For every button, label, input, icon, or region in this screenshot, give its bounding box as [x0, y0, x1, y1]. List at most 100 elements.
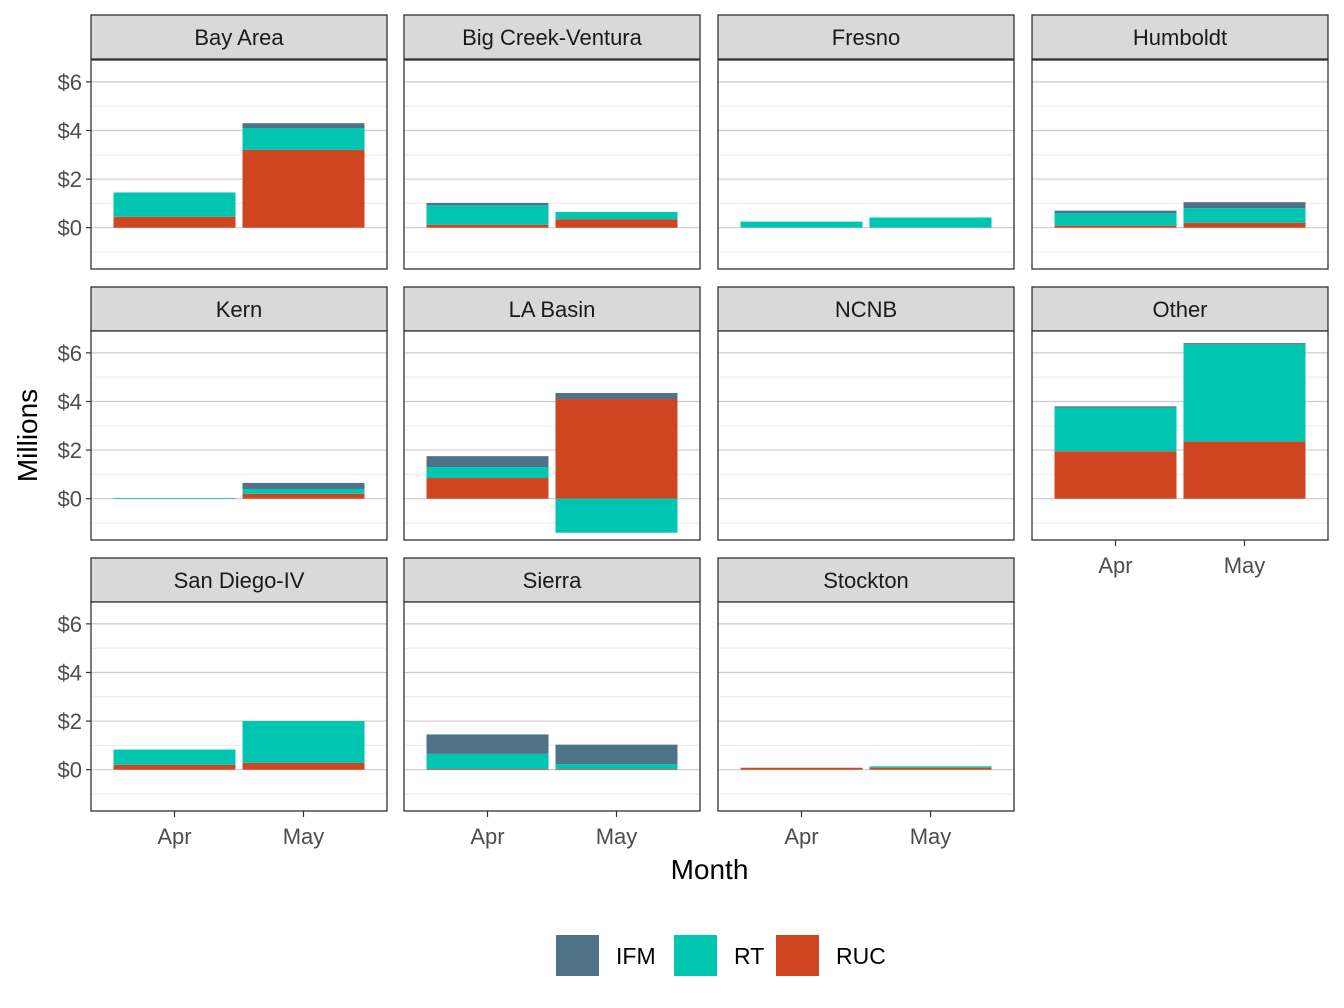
y-tick-label: $4 — [58, 660, 82, 685]
facet-strip-humboldt — [1031, 14, 1329, 60]
bar-san-diego-iv-may-rt — [242, 721, 365, 763]
facet-title-humboldt: Humboldt — [1133, 25, 1227, 50]
legend-label-rt: RT — [734, 943, 764, 969]
bar-san-diego-iv-may-ruc — [242, 762, 365, 770]
x-tick-label: Apr — [784, 824, 818, 849]
panel-border-humboldt — [1031, 59, 1329, 270]
bar-sierra-apr-ifm — [426, 734, 549, 754]
facet-title-other: Other — [1152, 297, 1207, 322]
facet-title-big-creek-ventura: Big Creek-Ventura — [462, 25, 643, 50]
facet-title-bay-area: Bay Area — [194, 25, 284, 50]
bar-bay-area-apr-rt — [113, 192, 236, 217]
x-axis-title: Month — [671, 854, 749, 885]
panel-background-sierra — [404, 602, 700, 811]
bar-other-apr-ifm — [1054, 406, 1177, 408]
panel-border-stockton — [717, 601, 1015, 812]
y-tick-label: $2 — [58, 709, 82, 734]
bar-stockton-may-ruc — [869, 767, 992, 770]
bar-big-creek-ventura-apr-ifm — [426, 202, 549, 206]
facet-title-ncnb: NCNB — [835, 297, 897, 322]
facet-title-la-basin: LA Basin — [509, 297, 596, 322]
x-tick-label: Apr — [157, 824, 191, 849]
facet-title-sierra: Sierra — [523, 568, 582, 593]
legend-label-ifm: IFM — [616, 943, 656, 969]
bar-big-creek-ventura-may-ruc — [555, 219, 678, 228]
panel-border-other — [1031, 330, 1329, 541]
y-tick-label: $0 — [58, 216, 82, 241]
panel-border-fresno — [717, 59, 1015, 270]
bar-other-may-ifm — [1183, 343, 1306, 345]
panel-border-san-diego-iv — [90, 601, 388, 812]
bar-humboldt-may-ruc — [1183, 222, 1306, 228]
bar-fresno-apr-rt — [740, 221, 863, 228]
facet-strip-big-creek-ventura — [403, 14, 701, 60]
bar-bay-area-apr-ruc — [113, 216, 236, 228]
x-tick-label: Apr — [470, 824, 504, 849]
facet-title-san-diego-iv: San Diego-IV — [174, 568, 305, 593]
bar-humboldt-apr-ruc — [1054, 225, 1177, 228]
panel-background-san-diego-iv — [91, 602, 387, 811]
bar-other-may-rt — [1183, 344, 1306, 442]
facet-title-stockton: Stockton — [823, 568, 909, 593]
bar-bay-area-may-rt — [242, 128, 365, 150]
panel-border-ncnb — [717, 330, 1015, 541]
x-tick-label: May — [1224, 553, 1266, 578]
y-tick-label: $0 — [58, 487, 82, 512]
bar-fresno-may-rt — [869, 217, 992, 228]
x-tick-label: May — [596, 824, 638, 849]
bar-bay-area-may-ruc — [242, 149, 365, 228]
x-tick-label: May — [910, 824, 952, 849]
y-tick-label: $6 — [58, 612, 82, 637]
facet-strip-ncnb — [717, 286, 1015, 332]
bar-kern-apr-rt — [113, 497, 236, 499]
bar-other-apr-ruc — [1054, 451, 1177, 499]
x-tick-label: Apr — [1098, 553, 1132, 578]
legend-label-ruc: RUC — [836, 943, 886, 969]
panel-background-kern — [91, 331, 387, 540]
panel-background-big-creek-ventura — [404, 60, 700, 269]
bar-kern-may-ruc — [242, 493, 365, 499]
bar-humboldt-apr-rt — [1054, 213, 1177, 226]
bar-bay-area-may-ifm — [242, 123, 365, 129]
bar-sierra-may-ruc — [555, 768, 678, 770]
x-tick-label: May — [283, 824, 325, 849]
panel-border-la-basin — [403, 330, 701, 541]
y-tick-label: $4 — [58, 118, 82, 143]
panel-background-stockton — [718, 602, 1014, 811]
legend-key-rt — [674, 935, 717, 976]
bar-big-creek-ventura-may-rt — [555, 211, 678, 220]
bar-stockton-apr-ruc — [740, 767, 863, 770]
panel-background-fresno — [718, 60, 1014, 269]
legend-key-ifm — [556, 935, 599, 976]
y-tick-label: $0 — [58, 758, 82, 783]
bar-sierra-may-ifm — [555, 744, 678, 765]
bar-la-basin-may-ruc — [555, 399, 678, 499]
bar-la-basin-may-rt — [555, 498, 678, 533]
bar-other-apr-rt — [1054, 407, 1177, 452]
panel-border-big-creek-ventura — [403, 59, 701, 270]
bar-humboldt-may-rt — [1183, 208, 1306, 223]
bar-san-diego-iv-apr-rt — [113, 749, 236, 765]
facet-strip-fresno — [717, 14, 1015, 60]
y-tick-label: $2 — [58, 167, 82, 192]
bar-la-basin-apr-ruc — [426, 478, 549, 499]
bar-la-basin-may-ifm — [555, 392, 678, 400]
bar-la-basin-apr-ifm — [426, 456, 549, 468]
bar-humboldt-may-ifm — [1183, 202, 1306, 209]
y-tick-label: $2 — [58, 438, 82, 463]
bar-kern-may-ifm — [242, 482, 365, 489]
bar-sierra-apr-rt — [426, 753, 549, 769]
y-axis-title: Millions — [12, 389, 43, 482]
bar-other-may-ruc — [1183, 441, 1306, 499]
facet-title-fresno: Fresno — [832, 25, 900, 50]
y-tick-label: $6 — [58, 341, 82, 366]
facet-strip-sierra — [403, 557, 701, 603]
bar-stockton-may-rt — [869, 766, 992, 768]
panel-border-bay-area — [90, 59, 388, 270]
bar-kern-may-rt — [242, 488, 365, 494]
bar-sierra-may-rt — [555, 764, 678, 769]
facet-strip-stockton — [717, 557, 1015, 603]
bar-san-diego-iv-apr-ruc — [113, 764, 236, 770]
facet-strip-kern — [90, 286, 388, 332]
panel-background-humboldt — [1032, 60, 1328, 269]
